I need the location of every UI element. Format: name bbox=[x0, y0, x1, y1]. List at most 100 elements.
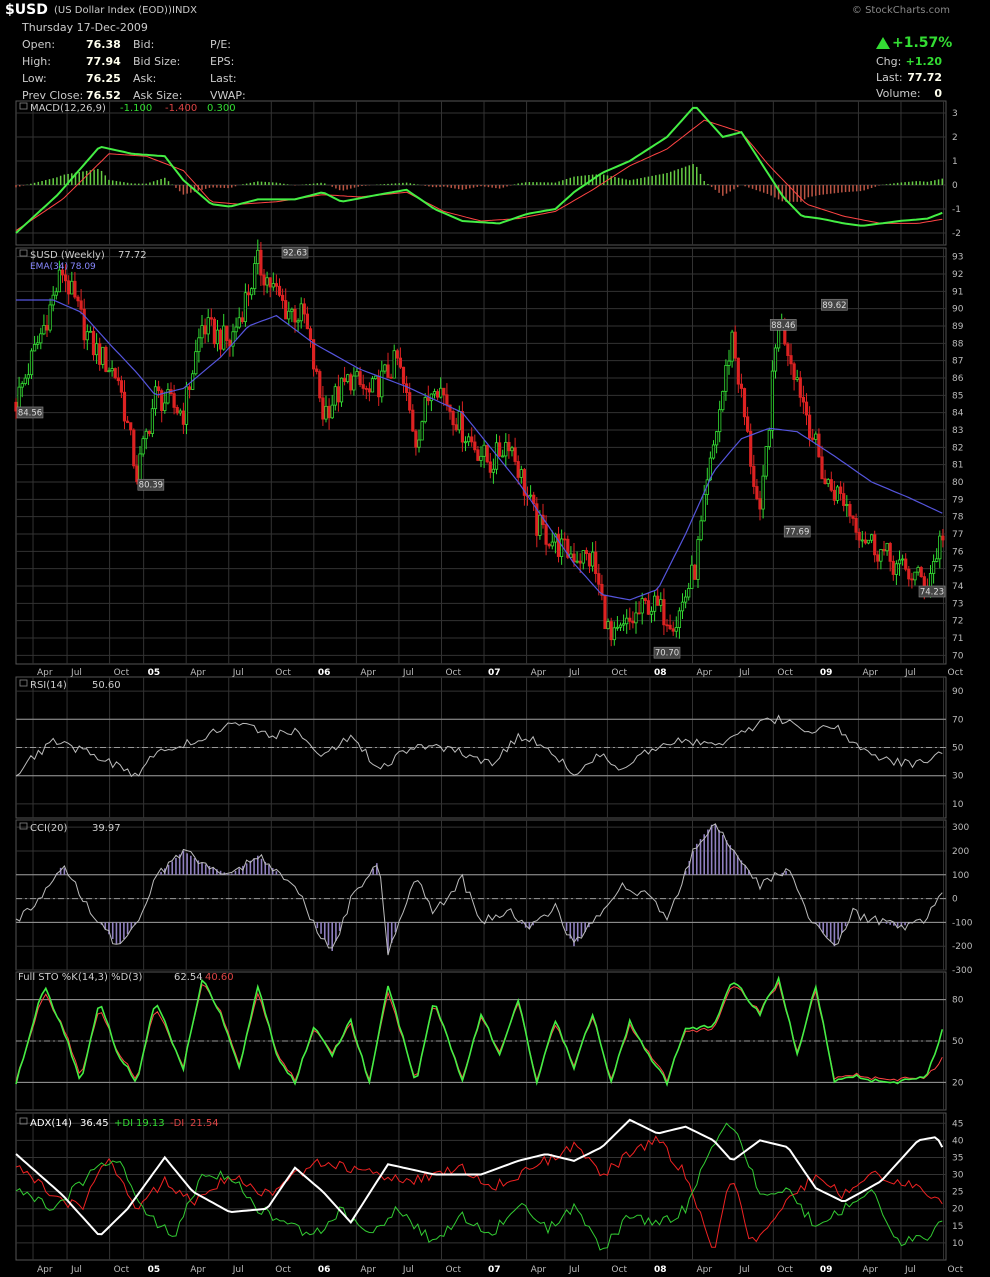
open-label: Open: bbox=[22, 38, 56, 51]
legend-icon[interactable] bbox=[19, 249, 28, 257]
legend-icon[interactable] bbox=[19, 822, 28, 830]
x-tick-label: Oct bbox=[445, 1265, 461, 1275]
legend-icon[interactable] bbox=[19, 102, 28, 110]
candle bbox=[680, 601, 685, 612]
y-tick-label: 78 bbox=[952, 513, 964, 523]
candle bbox=[724, 364, 728, 392]
x-tick-label: Jul bbox=[904, 1265, 916, 1275]
candle bbox=[404, 383, 409, 393]
candle bbox=[45, 324, 49, 331]
brand-link[interactable]: © StockCharts.com bbox=[851, 5, 950, 16]
candle bbox=[333, 386, 337, 406]
candle bbox=[48, 304, 52, 331]
candle bbox=[575, 560, 579, 563]
candle bbox=[808, 414, 812, 439]
candle bbox=[801, 396, 806, 403]
macd-legend-name: MACD(12,26,9) bbox=[30, 103, 106, 114]
price-annotation: 84.56 bbox=[18, 408, 42, 418]
candle bbox=[848, 504, 852, 517]
candle bbox=[736, 357, 740, 385]
candle bbox=[315, 368, 319, 372]
candle bbox=[88, 330, 92, 333]
candle bbox=[206, 317, 210, 335]
candle bbox=[460, 411, 465, 443]
candle bbox=[339, 377, 344, 403]
legend-icon[interactable] bbox=[19, 1117, 28, 1125]
y-tick-label: 91 bbox=[952, 287, 963, 297]
candle bbox=[693, 564, 697, 580]
candle bbox=[646, 600, 651, 615]
y-tick-label: 50 bbox=[952, 744, 964, 754]
candle bbox=[60, 269, 65, 276]
y-tick-label: -1 bbox=[952, 205, 961, 215]
candle bbox=[863, 539, 868, 544]
candle bbox=[95, 343, 99, 356]
price-annotation: 80.39 bbox=[139, 481, 163, 491]
candle bbox=[696, 539, 700, 580]
x-tick-label: Jul bbox=[232, 1265, 244, 1275]
ask-label: Ask: bbox=[133, 72, 157, 85]
candle bbox=[550, 541, 554, 547]
candle bbox=[135, 465, 139, 483]
plus-di-line bbox=[15, 1122, 943, 1251]
candle bbox=[938, 535, 942, 560]
candle bbox=[476, 449, 480, 461]
candle bbox=[854, 517, 858, 533]
prev-close-value: 76.52 bbox=[86, 89, 121, 102]
y-tick-label: 87 bbox=[952, 357, 963, 367]
y-tick-label: 20 bbox=[952, 1078, 964, 1088]
candle bbox=[414, 430, 418, 448]
x-tick-label: 06 bbox=[318, 668, 331, 678]
ema-legend-name: EMA(34) bbox=[30, 262, 68, 272]
candle bbox=[795, 377, 799, 380]
cci-line bbox=[15, 823, 943, 956]
candle bbox=[804, 401, 809, 416]
exchange: INDX bbox=[172, 5, 197, 16]
x-tick-label: Apr bbox=[531, 1265, 547, 1275]
candle bbox=[57, 269, 62, 293]
candle bbox=[370, 378, 375, 393]
y-tick-label: 300 bbox=[952, 823, 969, 833]
candle bbox=[284, 300, 288, 320]
candle bbox=[225, 325, 229, 341]
candle bbox=[91, 330, 96, 356]
candle bbox=[85, 331, 89, 341]
price-annotation-box bbox=[16, 406, 44, 419]
candle bbox=[234, 326, 238, 333]
candle bbox=[29, 350, 34, 376]
candle bbox=[501, 455, 505, 458]
y-tick-label: 10 bbox=[952, 1239, 964, 1249]
price-annotation-box bbox=[821, 298, 848, 311]
candle bbox=[671, 628, 675, 632]
candle bbox=[129, 422, 133, 431]
x-tick-label: 07 bbox=[488, 1265, 501, 1275]
candle bbox=[246, 292, 251, 296]
y-tick-label: 0 bbox=[952, 181, 958, 191]
candle bbox=[352, 375, 356, 391]
panel-frame bbox=[15, 247, 947, 665]
candle bbox=[907, 568, 911, 580]
candle bbox=[842, 493, 846, 506]
rsi-line bbox=[15, 714, 943, 778]
y-tick-label: 100 bbox=[952, 871, 969, 881]
legend-icon[interactable] bbox=[19, 679, 28, 687]
candle bbox=[420, 421, 424, 441]
candle bbox=[690, 564, 694, 589]
candle bbox=[268, 277, 272, 288]
candle bbox=[563, 538, 567, 541]
candle bbox=[547, 543, 551, 547]
x-tick-label: Apr bbox=[697, 668, 713, 678]
macd-legend-v1: -1.100 bbox=[120, 103, 152, 114]
candle bbox=[401, 366, 406, 385]
pe-label: P/E: bbox=[210, 38, 231, 51]
rsi-legend-value: 50.60 bbox=[92, 680, 121, 691]
candle bbox=[178, 410, 182, 414]
x-tick-label: Apr bbox=[697, 1265, 713, 1275]
candle bbox=[516, 461, 520, 478]
y-tick-label: 76 bbox=[952, 547, 964, 557]
candle bbox=[755, 486, 759, 500]
candle bbox=[584, 550, 589, 554]
candle bbox=[101, 346, 105, 365]
candle bbox=[798, 377, 802, 398]
y-tick-label: 93 bbox=[952, 253, 963, 263]
